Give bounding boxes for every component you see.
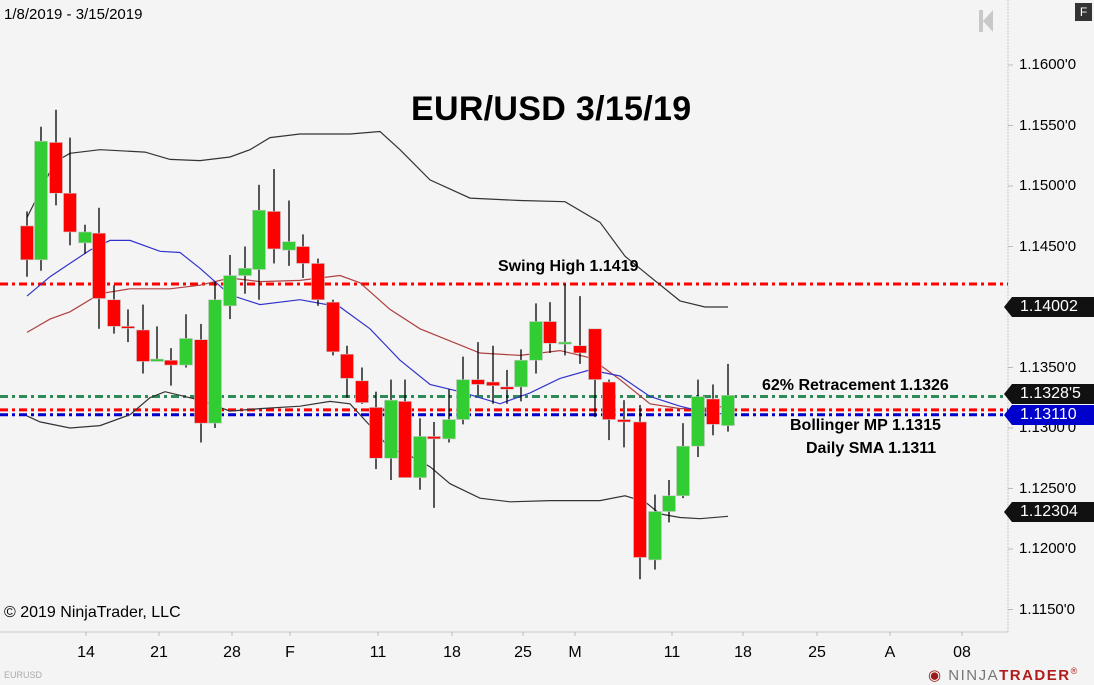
down-candle [20, 225, 34, 261]
price-marker: 1.14002 [1004, 296, 1094, 317]
y-tick-label: 1.1250'0 [1019, 479, 1077, 497]
f-key-button[interactable]: F [1075, 3, 1092, 21]
up-candle [238, 267, 252, 276]
up-candle [223, 275, 237, 307]
x-tick-label: 08 [953, 644, 971, 661]
x-tick-label: A [884, 644, 896, 661]
up-candle [384, 399, 398, 459]
down-candle [296, 246, 310, 264]
up-candle [150, 358, 164, 362]
horizontal-levels [0, 282, 1008, 417]
down-candle [267, 211, 281, 250]
up-candle [413, 436, 427, 478]
y-tick-label: 1.1450'0 [1019, 237, 1077, 255]
x-tick-label: 18 [443, 644, 461, 661]
x-tick-label: 14 [77, 644, 95, 661]
x-tick-label: 21 [150, 644, 168, 661]
x-tick-label: 25 [808, 644, 826, 661]
down-candle [164, 359, 178, 366]
up-candle [78, 231, 92, 244]
logo-ninja: NINJA [948, 667, 1000, 684]
down-candle [355, 380, 369, 403]
down-candle [398, 401, 412, 478]
x-axis-ticks [85, 632, 963, 636]
down-candle [427, 436, 441, 440]
bollinger-bands [26, 130, 729, 520]
ninjatrader-logo: ◉ NINJATRADER® [928, 666, 1079, 684]
daily-sma-label: Daily SMA 1.1311 [806, 440, 937, 457]
up-candle [252, 209, 266, 270]
down-candle [706, 398, 720, 425]
down-candle [500, 386, 514, 390]
swing-high-label: Swing High 1.1419 [498, 258, 639, 275]
instrument-label: EURUSD [4, 670, 43, 680]
up-candle [721, 395, 735, 426]
y-axis-ticks [1008, 64, 1013, 610]
up-candle [648, 511, 662, 561]
up-candle [34, 140, 48, 261]
down-candle [588, 328, 602, 380]
copyright-text: © 2019 NinjaTrader, LLC [4, 604, 181, 621]
y-tick-label: 1.1350'0 [1019, 358, 1077, 376]
y-tick-label: 1.1200'0 [1019, 540, 1077, 557]
down-candle [369, 407, 383, 459]
up-candle [529, 321, 543, 361]
up-candle [208, 299, 222, 424]
skip-to-start-icon[interactable] [979, 10, 993, 32]
up-candle [691, 396, 705, 447]
down-candle [617, 419, 631, 423]
down-candle [107, 299, 121, 327]
up-candle [558, 341, 572, 345]
down-candle [543, 321, 557, 344]
down-candle [486, 381, 500, 386]
down-candle [121, 326, 135, 329]
logo-trader: TRADER [999, 667, 1071, 684]
price-marker: 1.13110 [1004, 404, 1094, 425]
down-candle [194, 339, 208, 424]
price-marker: 1.12304 [1004, 502, 1094, 523]
up-candle [514, 359, 528, 388]
down-candle [49, 142, 63, 194]
y-tick-label: 1.1550'0 [1019, 116, 1077, 134]
candlesticks [20, 109, 735, 580]
x-tick-label: 25 [514, 644, 532, 661]
down-candle [92, 232, 106, 299]
down-candle [471, 379, 485, 385]
up-candle [676, 445, 690, 497]
price-marker: 1.1328'5 [1004, 383, 1094, 404]
down-candle [340, 353, 354, 379]
up-candle [282, 241, 296, 251]
x-tick-label: 11 [663, 644, 681, 661]
down-candle [633, 421, 647, 558]
down-candle [326, 301, 340, 353]
up-candle [442, 419, 456, 440]
chart-title: EUR/USD 3/15/19 [411, 90, 692, 128]
x-tick-label: 18 [734, 644, 752, 661]
up-candle [179, 338, 193, 366]
down-candle [63, 192, 77, 233]
retracement-label: 62% Retracement 1.1326 [762, 377, 949, 394]
bollinger-label: Bollinger MP 1.1315 [790, 417, 941, 434]
down-candle [311, 263, 325, 301]
logo-registered: ® [1070, 666, 1079, 676]
down-candle [136, 329, 150, 362]
y-tick-label: 1.1600'0 [1019, 56, 1077, 73]
x-tick-label: 28 [223, 644, 241, 661]
y-tick-label: 1.1150'0 [1019, 600, 1075, 618]
x-tick-label: 11 [369, 644, 387, 661]
up-candle [456, 379, 470, 420]
x-tick-label: M [568, 644, 582, 661]
y-tick-label: 1.1500'0 [1019, 177, 1077, 194]
up-candle [662, 495, 676, 512]
date-range-label: 1/8/2019 - 3/15/2019 [4, 6, 143, 23]
x-tick-label: F [285, 644, 295, 661]
logo-mark-icon: ◉ [928, 667, 943, 684]
down-candle [602, 381, 616, 420]
down-candle [573, 345, 587, 354]
